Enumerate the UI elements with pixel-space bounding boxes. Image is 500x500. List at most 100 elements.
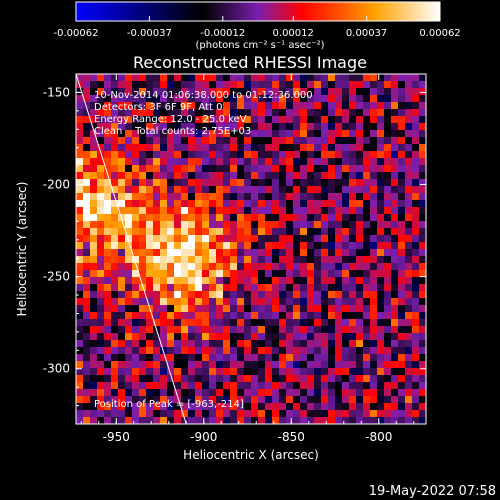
heatmap-cell [181, 277, 189, 285]
heatmap-cell [118, 368, 126, 376]
heatmap-cell [188, 151, 196, 159]
heatmap-cell [237, 186, 245, 194]
heatmap-cell [216, 298, 224, 306]
heatmap-cell [83, 130, 91, 138]
heatmap-cell [293, 116, 301, 124]
heatmap-cell [384, 81, 392, 89]
heatmap-cell [412, 256, 420, 264]
heatmap-cell [174, 207, 182, 215]
heatmap-cell [132, 102, 140, 110]
heatmap-cell [76, 137, 84, 145]
heatmap-cell [97, 312, 105, 320]
heatmap-cell [111, 74, 119, 82]
heatmap-cell [286, 186, 294, 194]
heatmap-cell [146, 123, 154, 131]
heatmap-cell [132, 95, 140, 103]
heatmap-cell [76, 165, 84, 173]
heatmap-cell [230, 151, 238, 159]
heatmap-cell [363, 235, 371, 243]
plot-frame [75, 73, 427, 425]
heatmap-cell [328, 263, 336, 271]
heatmap-cell [314, 277, 322, 285]
heatmap-cell [370, 361, 378, 369]
heatmap-cell [349, 340, 357, 348]
heatmap-cell [412, 312, 420, 320]
heatmap-cell [216, 186, 224, 194]
heatmap-cell [356, 88, 364, 96]
heatmap-cell [83, 354, 91, 362]
heatmap-cell [181, 207, 189, 215]
heatmap-cell [391, 165, 399, 173]
heatmap-cell [293, 312, 301, 320]
heatmap-cell [139, 312, 147, 320]
heatmap-cell [104, 109, 112, 117]
heatmap-cell [349, 347, 357, 355]
heatmap-cell [167, 116, 175, 124]
heatmap-cell [153, 340, 161, 348]
heatmap-cell [279, 158, 287, 166]
heatmap-cell [230, 242, 238, 250]
heatmap-cell [314, 214, 322, 222]
heatmap-cell [251, 242, 259, 250]
heatmap-cell [146, 88, 154, 96]
heatmap-cell [405, 361, 413, 369]
heatmap-cell [188, 165, 196, 173]
heatmap-cell [97, 417, 105, 424]
heatmap-cell [272, 361, 280, 369]
heatmap-cell [328, 298, 336, 306]
heatmap-cell [314, 375, 322, 383]
heatmap-cell [335, 410, 343, 418]
heatmap-cell [209, 333, 217, 341]
heatmap-cell [174, 277, 182, 285]
heatmap-cell [370, 214, 378, 222]
heatmap-cell [391, 333, 399, 341]
heatmap-cell [139, 375, 147, 383]
heatmap-cell [132, 410, 140, 418]
heatmap-cell [300, 326, 308, 334]
heatmap-cell [139, 347, 147, 355]
heatmap-cell [335, 165, 343, 173]
heatmap-cell [153, 263, 161, 271]
heatmap-cell [118, 200, 126, 208]
heatmap-cell [209, 172, 217, 180]
heatmap-cell [377, 403, 385, 411]
heatmap-cell [328, 109, 336, 117]
heatmap-cell [384, 221, 392, 229]
heatmap-cell [356, 291, 364, 299]
heatmap-cell [90, 389, 98, 397]
heatmap-cell [83, 193, 91, 201]
heatmap-cell [328, 284, 336, 292]
heatmap-cell [167, 179, 175, 187]
heatmap-cell [244, 291, 252, 299]
heatmap-cell [293, 186, 301, 194]
heatmap-cell [153, 270, 161, 278]
heatmap-cell [342, 207, 350, 215]
heatmap-cell [405, 333, 413, 341]
heatmap-cell [370, 284, 378, 292]
x-axis: -950 -900 -850 -800 [80, 74, 415, 444]
heatmap-cell [412, 298, 420, 306]
heatmap-cell [412, 410, 420, 418]
heatmap-cell [188, 242, 196, 250]
heatmap-cell [230, 312, 238, 320]
heatmap-cell [335, 137, 343, 145]
heatmap-cell [153, 410, 161, 418]
heatmap-cell [342, 389, 350, 397]
heatmap-cell [216, 319, 224, 327]
heatmap-cell [223, 361, 231, 369]
heatmap-cell [146, 130, 154, 138]
heatmap-cell [160, 382, 168, 390]
solar-limb-line [76, 74, 187, 424]
heatmap-cell [300, 340, 308, 348]
heatmap-cell [419, 200, 426, 208]
heatmap-cell [132, 81, 140, 89]
heatmap-cell [251, 368, 259, 376]
heatmap-cell [412, 116, 420, 124]
heatmap-cell [181, 88, 189, 96]
heatmap-cell [279, 403, 287, 411]
heatmap-cell [377, 396, 385, 404]
heatmap-cell [146, 298, 154, 306]
heatmap-cell [356, 207, 364, 215]
heatmap-cell [370, 368, 378, 376]
heatmap-cell [377, 305, 385, 313]
